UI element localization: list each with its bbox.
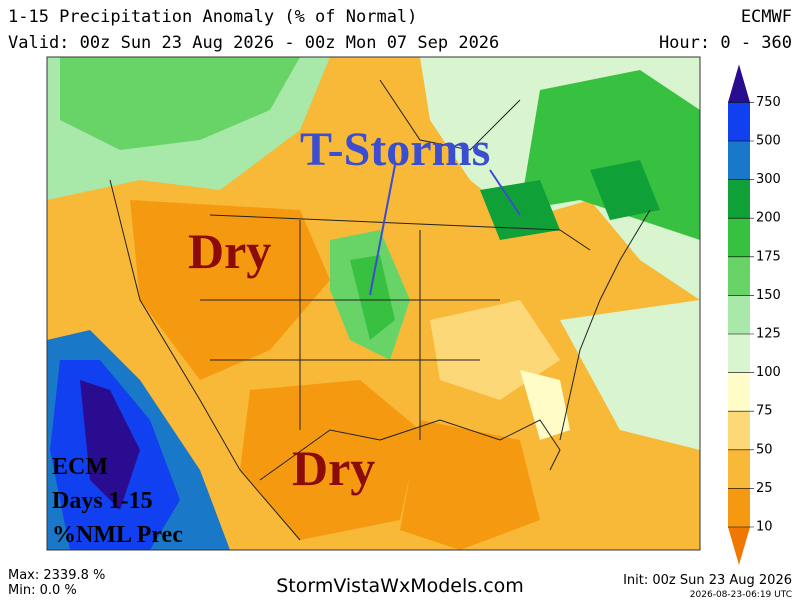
colorbar-label: 300 xyxy=(756,172,781,187)
colorbar-label: 500 xyxy=(756,134,781,149)
annotation-dry: Dry xyxy=(292,440,375,496)
map-label: ECM xyxy=(52,454,108,480)
colorbar-swatch xyxy=(728,64,750,103)
colorbar-label: 100 xyxy=(756,365,781,380)
map-label: %NML Prec xyxy=(52,522,183,548)
colorbar-swatch xyxy=(728,102,750,141)
title: 1-15 Precipitation Anomaly (% of Normal) xyxy=(8,7,417,27)
colorbar-swatch xyxy=(728,372,750,412)
colorbar-label: 175 xyxy=(756,249,781,264)
init-time: Init: 00z Sun 23 Aug 2026 xyxy=(623,573,792,588)
colorbar-label: 150 xyxy=(756,288,781,303)
colorbar: 10 25 50 75 100 125 150 175 200 300 500 750 xyxy=(728,64,781,565)
timestamp: 2026-08-23-06:19 UTC xyxy=(690,590,792,600)
annotation-storms: T-Storms xyxy=(300,123,490,176)
max-value: Max: 2339.8 % xyxy=(8,568,105,583)
map-frame xyxy=(46,56,701,551)
colorbar-label: 10 xyxy=(756,520,773,535)
colorbar-label: 50 xyxy=(756,442,773,457)
colorbar-label: 125 xyxy=(756,327,781,342)
colorbar-swatch xyxy=(728,488,750,527)
colorbar-label: 25 xyxy=(756,481,773,496)
hour-range: Hour: 0 - 360 xyxy=(659,33,792,53)
valid-period: Valid: 00z Sun 23 Aug 2026 - 00z Mon 07 … xyxy=(8,33,499,53)
colorbar-swatch xyxy=(728,256,750,296)
map-label: Days 1-15 xyxy=(52,488,153,514)
colorbar-label: 75 xyxy=(756,404,773,419)
colorbar-swatch xyxy=(728,218,750,257)
min-value: Min: 0.0 % xyxy=(8,583,77,598)
colorbar-swatch xyxy=(728,449,750,489)
annotation-dry: Dry xyxy=(188,223,271,279)
model: ECMWF xyxy=(741,7,792,27)
colorbar-label: 750 xyxy=(756,95,781,110)
colorbar-swatch xyxy=(728,527,750,565)
map: T-Storms Dry Dry ECM Days 1-15 %NML Prec xyxy=(47,57,700,550)
colorbar-swatch xyxy=(728,295,750,334)
colorbar-swatch xyxy=(728,411,750,450)
colorbar-label: 200 xyxy=(756,211,781,226)
site: StormVistaWxModels.com xyxy=(276,575,524,597)
colorbar-swatch xyxy=(728,141,750,180)
colorbar-swatch xyxy=(728,334,750,373)
colorbar-swatch xyxy=(728,179,750,219)
